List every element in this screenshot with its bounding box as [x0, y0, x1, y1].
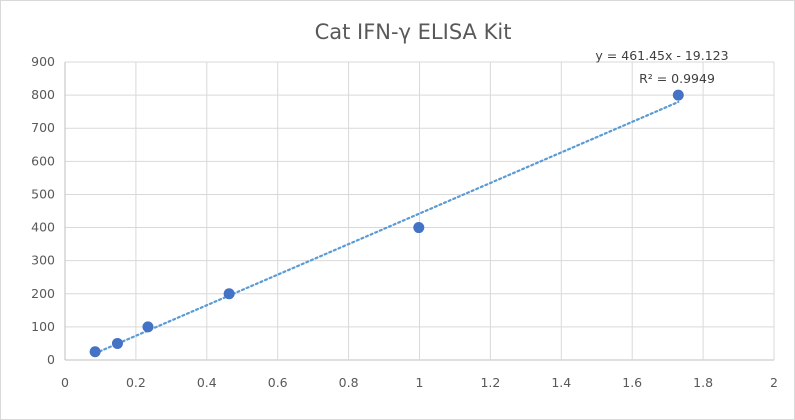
linear-trendline [94, 100, 680, 355]
x-tick-label: 1.4 [551, 375, 571, 390]
y-tick-label: 300 [31, 253, 55, 268]
x-tick-label: 1.8 [693, 375, 713, 390]
data-point [223, 288, 235, 300]
y-tick-label: 600 [31, 153, 55, 168]
y-tick-label: 700 [31, 120, 55, 135]
y-tick-label: 900 [31, 54, 55, 69]
y-tick-label: 200 [31, 286, 55, 301]
tick-labels: 0 100 200 300 400 500 600 700 800 900 0 0.2 0.4 0.6 0.… [31, 54, 778, 390]
x-tick-label: 0.6 [268, 375, 288, 390]
x-tick-label: 0.4 [197, 375, 217, 390]
trendline [94, 100, 680, 355]
x-tick-label: 1.2 [480, 375, 500, 390]
chart-title: Cat IFN-γ ELISA Kit [315, 20, 512, 44]
data-point [413, 222, 425, 234]
data-point [89, 346, 101, 358]
trendline-r-squared: R² = 0.9949 [639, 71, 715, 86]
x-tick-label: 0.8 [339, 375, 359, 390]
y-tick-label: 0 [47, 352, 55, 367]
gridlines [64, 61, 775, 361]
y-tick-label: 800 [31, 87, 55, 102]
data-point [142, 321, 154, 333]
trendline-equation: y = 461.45x - 19.123 [595, 48, 728, 63]
x-tick-label: 1.6 [622, 375, 642, 390]
y-tick-label: 400 [31, 220, 55, 235]
data-points [89, 89, 684, 358]
data-point [672, 89, 684, 101]
x-tick-label: 0 [61, 375, 69, 390]
x-tick-label: 0.2 [126, 375, 146, 390]
y-tick-label: 100 [31, 319, 55, 334]
data-point [111, 337, 123, 349]
x-tick-label: 1 [416, 375, 424, 390]
y-tick-label: 500 [31, 186, 55, 201]
x-tick-label: 2 [770, 375, 778, 390]
